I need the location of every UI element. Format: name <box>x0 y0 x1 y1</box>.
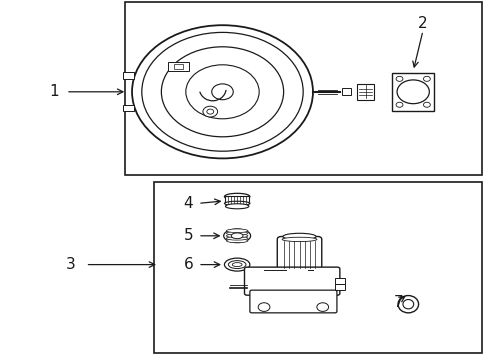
Circle shape <box>423 102 429 107</box>
Circle shape <box>161 47 283 137</box>
Text: 4: 4 <box>183 196 193 211</box>
Ellipse shape <box>224 193 249 200</box>
Ellipse shape <box>226 229 247 233</box>
Ellipse shape <box>226 234 247 238</box>
Ellipse shape <box>228 261 245 269</box>
Text: 7: 7 <box>393 295 403 310</box>
Bar <box>173 64 183 69</box>
Circle shape <box>423 76 429 81</box>
Text: 2: 2 <box>417 16 427 31</box>
Circle shape <box>206 109 213 114</box>
Bar <box>123 72 134 79</box>
Circle shape <box>395 102 402 107</box>
Ellipse shape <box>226 231 247 235</box>
Ellipse shape <box>231 233 243 239</box>
Text: 1: 1 <box>49 84 59 99</box>
Bar <box>391 73 433 111</box>
Bar <box>123 105 134 111</box>
Bar <box>342 88 350 95</box>
Circle shape <box>185 65 259 119</box>
Bar <box>356 84 373 100</box>
Circle shape <box>142 32 303 151</box>
Circle shape <box>211 84 233 100</box>
Bar <box>154 182 481 353</box>
Ellipse shape <box>397 296 418 313</box>
Bar <box>225 196 248 203</box>
Ellipse shape <box>226 239 247 243</box>
Ellipse shape <box>224 201 249 206</box>
Bar <box>334 278 344 284</box>
Circle shape <box>132 25 312 158</box>
Ellipse shape <box>223 229 250 243</box>
Circle shape <box>203 106 217 117</box>
FancyBboxPatch shape <box>244 267 339 295</box>
Text: 5: 5 <box>183 228 193 243</box>
Ellipse shape <box>402 300 413 309</box>
Ellipse shape <box>232 263 242 266</box>
Ellipse shape <box>225 204 248 209</box>
Circle shape <box>316 303 328 311</box>
Ellipse shape <box>224 258 249 271</box>
Circle shape <box>258 303 269 311</box>
Circle shape <box>395 76 402 81</box>
Bar <box>334 284 344 290</box>
Bar <box>167 62 189 71</box>
FancyBboxPatch shape <box>277 237 321 273</box>
Circle shape <box>396 80 428 104</box>
Bar <box>124 2 481 175</box>
Text: 3: 3 <box>66 257 76 272</box>
Ellipse shape <box>282 237 316 242</box>
FancyBboxPatch shape <box>249 290 336 313</box>
Text: 6: 6 <box>183 257 193 272</box>
Ellipse shape <box>226 237 247 240</box>
Ellipse shape <box>283 233 315 240</box>
